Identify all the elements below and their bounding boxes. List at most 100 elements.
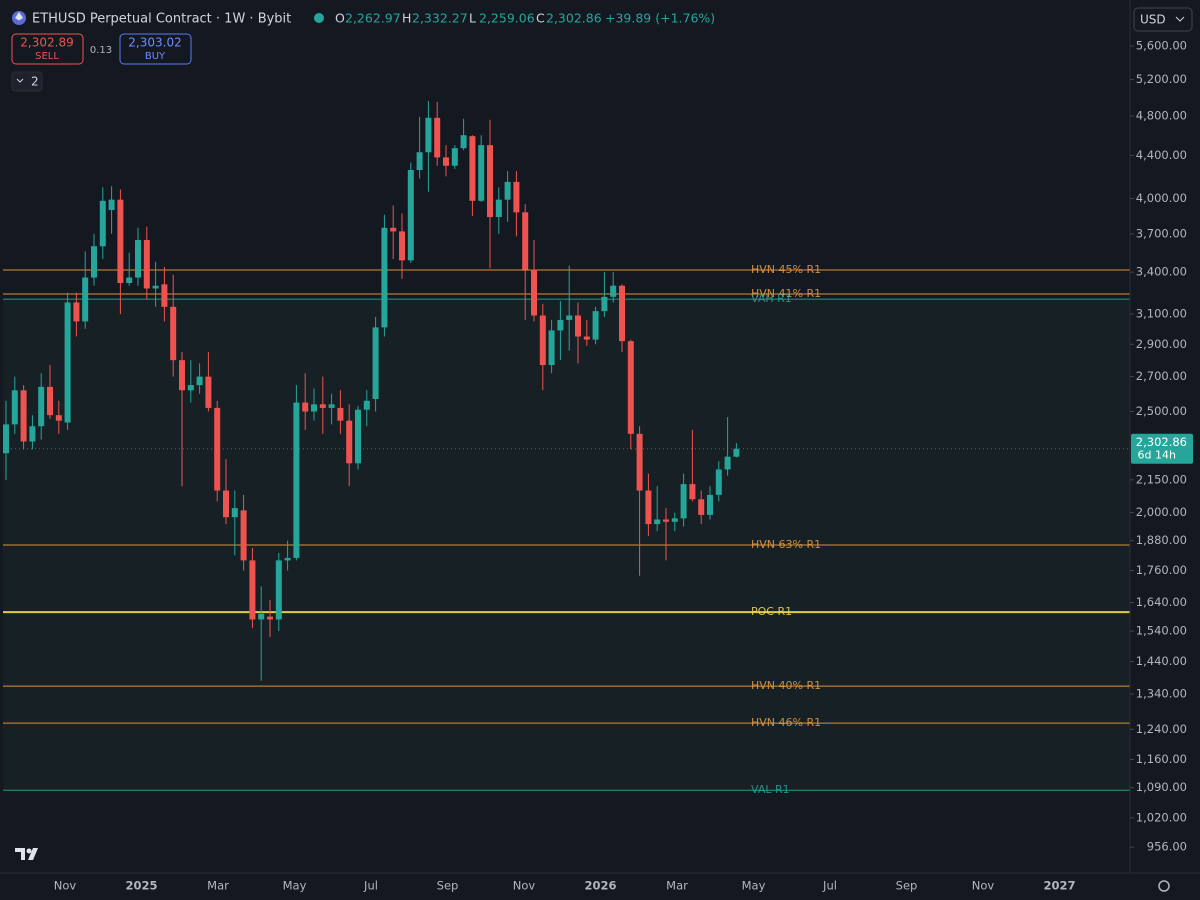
indicator-count: 2 (31, 75, 39, 89)
sell-button[interactable] (11, 33, 84, 65)
candle-body (319, 404, 326, 408)
candle-body (619, 285, 625, 342)
y-tick-label: 2,700.00 (1136, 369, 1187, 383)
buy-label: BUY (145, 51, 166, 62)
settings-icon[interactable] (1158, 880, 1170, 892)
candle-body (698, 499, 705, 515)
candle-body (513, 181, 520, 213)
y-tick-label: 1,160.00 (1136, 752, 1187, 766)
currency-button[interactable] (1133, 7, 1193, 32)
candle-body (363, 400, 370, 410)
buy-price: 2,303.02 (128, 36, 181, 50)
candle-body (601, 296, 608, 312)
y-tick-label: 2,500.00 (1136, 404, 1187, 418)
candle-body (55, 415, 62, 421)
candle-body (425, 117, 432, 153)
candle-body (583, 336, 590, 340)
y-tick-label: 1,880.00 (1136, 533, 1187, 547)
x-tick-label: 2026 (584, 879, 616, 893)
candle-body (214, 407, 221, 491)
y-tick-label: 956.00 (1147, 840, 1187, 854)
ohlc-key: L (469, 11, 476, 26)
ohlc-value: 2,262.97 (345, 11, 401, 26)
y-tick-label: 1,440.00 (1136, 654, 1187, 668)
candle-body (381, 227, 388, 328)
candle-body (205, 376, 212, 408)
candle-body (346, 420, 353, 464)
logo (15, 848, 38, 860)
candle-body (302, 402, 309, 412)
candle-body (487, 145, 493, 218)
x-tick-label: Nov (54, 879, 77, 893)
candle-body (707, 494, 713, 515)
candle-body (663, 519, 669, 522)
candle-body (179, 360, 185, 391)
level-label: POC R1 (751, 605, 792, 618)
candle-body (64, 302, 71, 423)
candle-body (258, 613, 265, 620)
y-tick-label: 2,900.00 (1136, 337, 1187, 351)
logo-mark (28, 848, 38, 860)
currency: USD (1140, 13, 1166, 27)
x-tick-label: Jul (822, 879, 837, 893)
candle-body (38, 386, 45, 427)
candle-body (3, 424, 9, 454)
candle-body (99, 200, 106, 247)
candle-body (654, 519, 661, 525)
ohlc-value: 2,302.86 (546, 11, 602, 26)
candle-body (733, 448, 740, 457)
candle-body (531, 269, 537, 316)
candle-body (460, 135, 467, 149)
y-tick-label: 3,700.00 (1136, 226, 1187, 240)
candle-body (390, 227, 397, 232)
y-tick-label: 2,000.00 (1136, 505, 1187, 519)
y-tick-label: 2,150.00 (1136, 472, 1187, 486)
level-label: HVN 40% R1 (751, 679, 821, 692)
y-tick-label: 4,400.00 (1136, 148, 1187, 162)
x-tick-label: 2027 (1043, 879, 1075, 893)
y-tick-label: 1,540.00 (1136, 624, 1187, 638)
candle-body (328, 404, 335, 408)
sell-price: 2,302.89 (20, 36, 73, 50)
ohlc-value: 2,332.27 (412, 11, 468, 26)
y-tick-label: 1,340.00 (1136, 687, 1187, 701)
candle-body (91, 246, 97, 278)
candle-body (337, 407, 344, 421)
candle-body (249, 560, 256, 620)
buy-button[interactable] (119, 33, 192, 65)
level-label: VAH R1 (751, 292, 792, 305)
candle-body (451, 148, 458, 166)
logo-mark (26, 848, 32, 854)
candle-body (443, 157, 449, 166)
status-dot (314, 13, 324, 23)
candle-body (645, 490, 652, 525)
candle-body (231, 508, 238, 518)
indicator-toggle[interactable] (11, 71, 43, 92)
y-tick-label: 1,760.00 (1136, 563, 1187, 577)
spread: 0.13 (90, 45, 112, 56)
x-tick-label: Nov (972, 879, 995, 893)
candle-body (196, 376, 203, 386)
ohlc-key: C (536, 11, 545, 26)
y-tick-label: 1,240.00 (1136, 722, 1187, 736)
candle-body (73, 302, 80, 322)
candle-body (135, 240, 141, 278)
candle-body (522, 212, 529, 270)
candle-body (557, 319, 564, 331)
price-change: +39.89 (+1.76%) (605, 11, 715, 26)
candle-body (161, 284, 168, 307)
candle-body (170, 306, 177, 361)
level-label: HVN 41% R1 (751, 287, 821, 300)
level-label: HVN 45% R1 (751, 263, 821, 276)
candle-body (539, 315, 546, 366)
candle-body (240, 510, 247, 561)
candle-body (715, 469, 722, 495)
sell-label: SELL (35, 51, 59, 62)
x-tick-label: May (742, 879, 766, 893)
candle-body (143, 240, 150, 289)
candle-body (275, 560, 282, 620)
candle-body (20, 390, 27, 442)
chevron (16, 78, 24, 83)
